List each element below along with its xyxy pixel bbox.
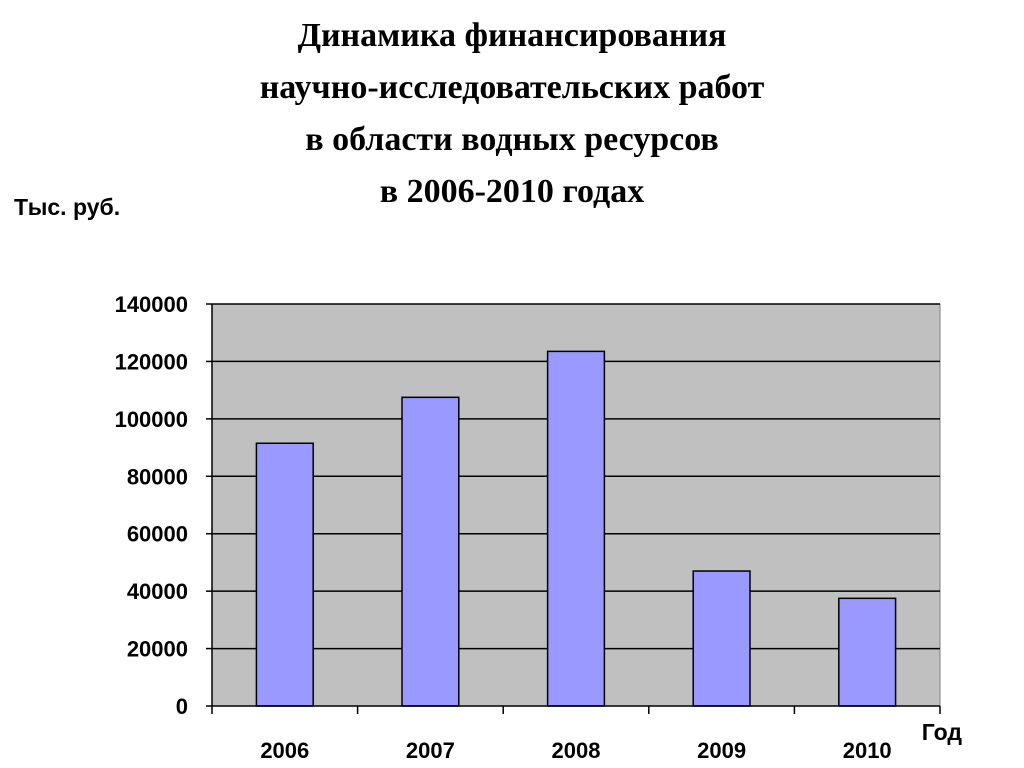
x-tick-label: 2008 xyxy=(552,738,601,763)
y-tick-label: 120000 xyxy=(115,349,188,374)
y-tick-label: 60000 xyxy=(127,522,188,547)
bar xyxy=(401,396,460,707)
y-tick-label: 100000 xyxy=(115,407,188,432)
axes xyxy=(206,303,941,714)
chart-title-line-2: научно-исследовательских работ xyxy=(259,69,765,106)
y-tick-label: 20000 xyxy=(127,637,188,662)
y-tick-label: 80000 xyxy=(127,464,188,489)
y-axis-label: Тыс. руб. xyxy=(14,194,121,220)
x-tick-label: 2009 xyxy=(697,738,746,763)
x-axis-label: Год xyxy=(922,719,963,745)
y-tick-labels: 0 20000 40000 60000 80000 100000 120000 140000 xyxy=(115,292,188,719)
y-tick-label: 40000 xyxy=(127,579,188,604)
y-tick-label: 0 xyxy=(176,694,188,719)
x-tick-label: 2007 xyxy=(406,738,455,763)
chart-title: Динамика финансирования научно-исследова… xyxy=(0,10,1024,218)
x-tick-label: 2010 xyxy=(843,738,892,763)
chart-title-line-4: в 2006-2010 годах xyxy=(379,173,645,210)
bar xyxy=(255,442,314,707)
chart-title-line-1: Динамика финансирования xyxy=(297,17,727,54)
bar xyxy=(838,597,897,707)
x-tick-labels: 2006 2007 2008 2009 2010 xyxy=(260,738,891,763)
y-tick-label: 140000 xyxy=(115,292,188,317)
x-tick-label: 2006 xyxy=(260,738,309,763)
bar xyxy=(692,570,751,707)
bar xyxy=(546,350,606,707)
chart-title-line-3: в области водных ресурсов xyxy=(305,121,719,158)
bars xyxy=(255,350,897,707)
